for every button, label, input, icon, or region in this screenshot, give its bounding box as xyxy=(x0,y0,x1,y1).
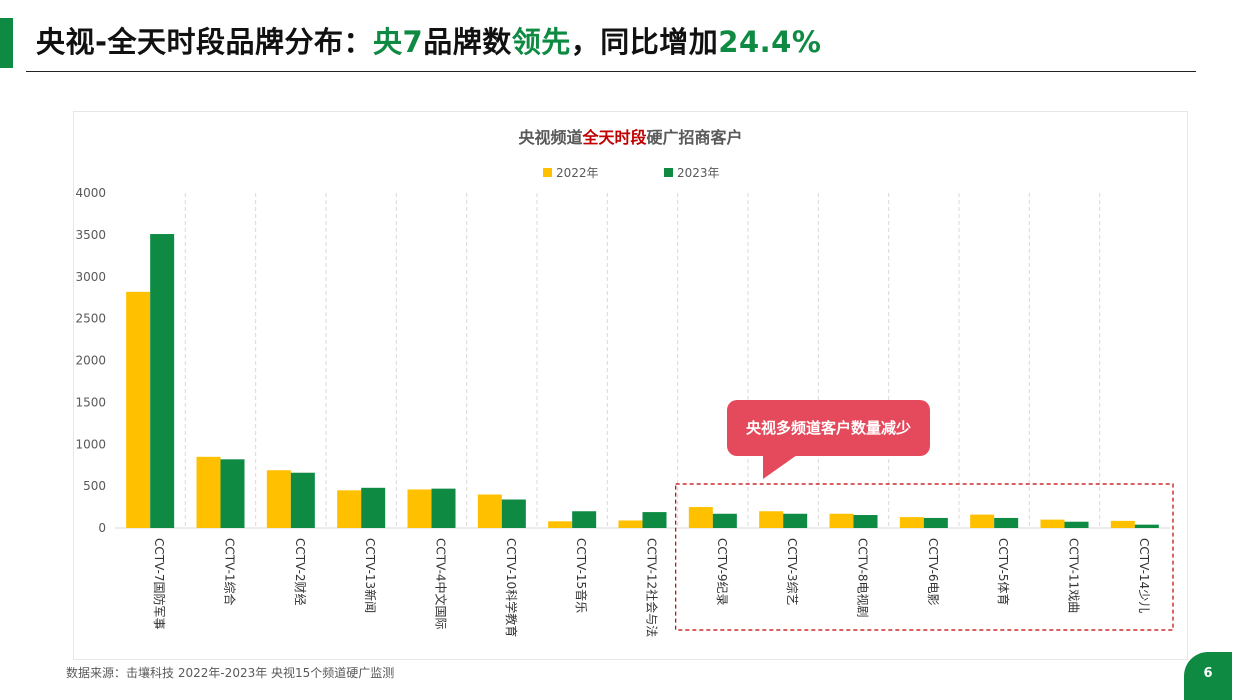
legend-label: 2022年 xyxy=(556,166,599,180)
bar-2023 xyxy=(431,488,456,528)
bar-2022 xyxy=(477,494,502,528)
x-tick-label: CCTV-5体育 xyxy=(996,538,1011,606)
title-part-4: 领先 xyxy=(511,25,571,59)
bar-2022 xyxy=(407,489,432,528)
y-tick-label: 500 xyxy=(83,479,106,493)
bar-2022 xyxy=(126,291,151,528)
title-part-5: ，同比增加 xyxy=(570,25,719,59)
title-accent-bar xyxy=(0,18,13,68)
y-tick-label: 2500 xyxy=(75,312,106,326)
x-tick-label: CCTV-4中文国际 xyxy=(434,538,449,630)
y-tick-label: 3500 xyxy=(75,228,106,242)
chart-title-part-2: 全天时段 xyxy=(582,128,647,147)
bar-2022 xyxy=(618,520,643,528)
bar-2023 xyxy=(712,513,737,528)
callout-bubble: 央视多频道客户数量减少 xyxy=(727,400,930,456)
y-tick-label: 1000 xyxy=(75,437,106,451)
bar-2023 xyxy=(150,234,175,528)
chart-title-part-3: 硬广招商客户 xyxy=(646,128,743,147)
callout-text: 央视多频道客户数量减少 xyxy=(745,419,911,437)
x-tick-label: CCTV-8电视剧 xyxy=(856,538,871,618)
y-tick-label: 3000 xyxy=(75,270,106,284)
highlight-box xyxy=(675,483,1174,631)
page-title: 央视-全天时段品牌分布：央7品牌数领先，同比增加24.4% xyxy=(36,20,821,64)
x-tick-label: CCTV-7国防军事 xyxy=(152,538,167,630)
x-tick-label: CCTV-2财经 xyxy=(293,538,307,606)
chart-panel: 央视频道全天时段硬广招商客户 xyxy=(73,111,1188,660)
x-tick-label: CCTV-11戏曲 xyxy=(1067,538,1081,613)
bar-2023 xyxy=(290,472,315,528)
bar-2022 xyxy=(759,511,784,528)
bar-2022 xyxy=(1040,519,1065,528)
bar-2023 xyxy=(923,517,948,528)
bar-2023 xyxy=(501,499,526,528)
legend-swatch-2022 xyxy=(543,168,552,177)
bar-2023 xyxy=(1134,524,1159,528)
bar-2023 xyxy=(783,513,808,528)
page-number: 6 xyxy=(1203,666,1213,681)
y-tick-label: 2000 xyxy=(75,354,106,368)
bar-2022 xyxy=(196,456,221,528)
bar-2023 xyxy=(1064,521,1089,528)
x-tick-label: CCTV-9纪录 xyxy=(715,538,729,606)
title-part-6: 24.4% xyxy=(718,25,822,59)
title-part-3: 品牌数 xyxy=(423,25,512,59)
bar-2023 xyxy=(994,517,1019,528)
legend-label: 2023年 xyxy=(677,166,720,180)
bar-2022 xyxy=(899,517,924,528)
bar-2022 xyxy=(829,513,854,528)
bar-2023 xyxy=(642,512,667,528)
page-number-badge xyxy=(1184,652,1232,700)
data-source-note: 数据来源：击壤科技 2022年-2023年 央视15个频道硬广监测 xyxy=(66,666,395,680)
bar-2023 xyxy=(220,459,245,528)
bar-2023 xyxy=(572,511,597,528)
title-divider xyxy=(26,71,1196,72)
chart-title: 央视频道全天时段硬广招商客户 xyxy=(74,124,1187,148)
bar-2022 xyxy=(548,521,573,528)
chart-title-part-1: 央视频道 xyxy=(518,128,583,147)
x-tick-label: CCTV-13新闻 xyxy=(363,538,378,613)
title-part-1: 央视-全天时段品牌分布： xyxy=(36,25,374,59)
x-tick-label: CCTV-6电影 xyxy=(926,538,940,606)
title-part-2: 央7 xyxy=(373,25,424,59)
x-tick-label: CCTV-1综合 xyxy=(223,538,238,606)
x-tick-label: CCTV-15音乐 xyxy=(574,538,589,613)
bar-2022 xyxy=(688,507,713,528)
y-tick-label: 4000 xyxy=(75,186,106,200)
bar-2023 xyxy=(361,487,386,528)
y-tick-label: 1500 xyxy=(75,395,106,409)
legend-swatch-2023 xyxy=(664,168,673,177)
bar-2022 xyxy=(970,514,995,528)
callout-tail xyxy=(763,455,797,479)
bar-2023 xyxy=(853,515,878,528)
y-tick-label: 0 xyxy=(98,521,106,535)
x-tick-label: CCTV-10科学教育 xyxy=(504,538,519,637)
x-tick-label: CCTV-14少儿 xyxy=(1137,538,1151,613)
bar-2022 xyxy=(266,470,291,528)
bar-2022 xyxy=(337,490,362,528)
x-tick-label: CCTV-12社会与法 xyxy=(645,538,660,637)
x-tick-label: CCTV-3综艺 xyxy=(785,538,799,606)
bar-2022 xyxy=(1110,520,1135,528)
